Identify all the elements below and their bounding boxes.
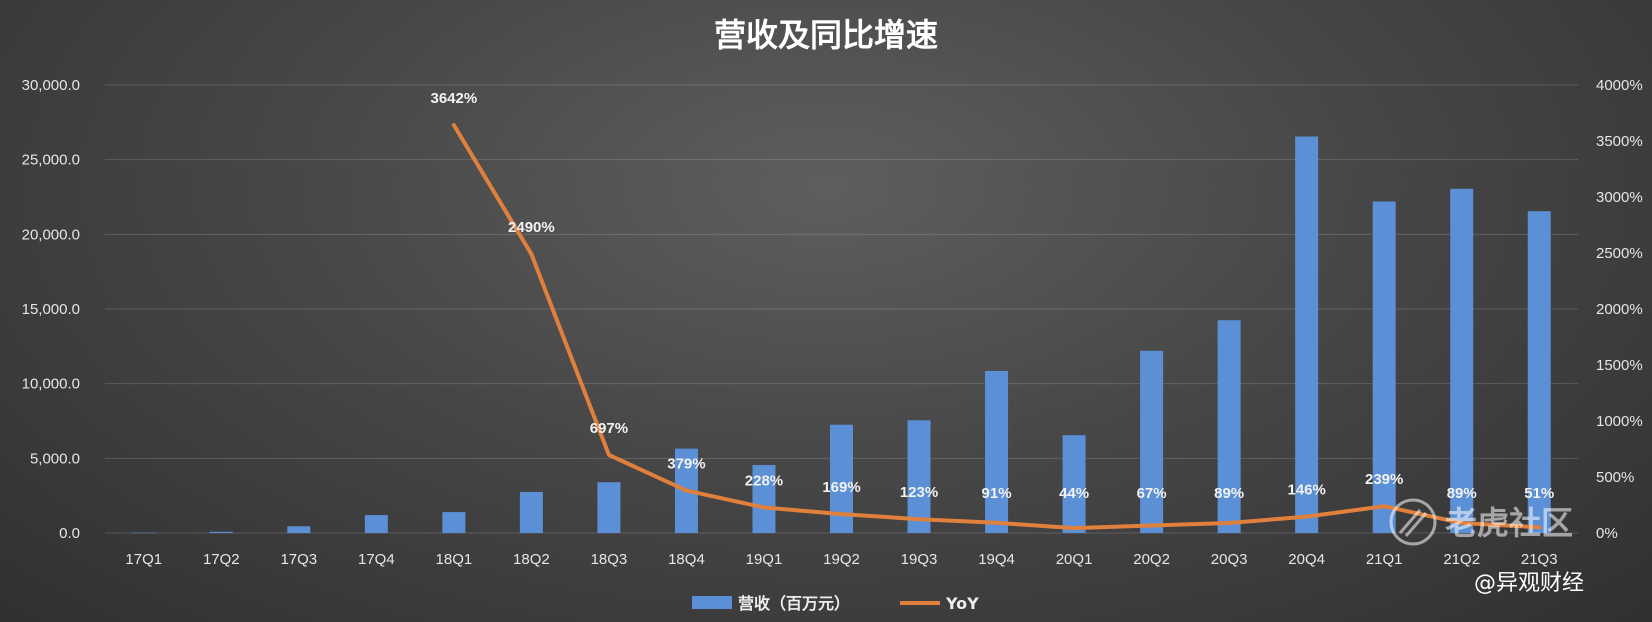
revenue-bar xyxy=(287,526,311,533)
right-tick-label: 2000% xyxy=(1596,301,1643,318)
yoy-data-label: 697% xyxy=(590,420,628,437)
revenue-bar xyxy=(519,491,543,533)
revenue-bar xyxy=(1527,211,1551,534)
revenue-bar xyxy=(830,424,853,533)
right-axis-ticks: 0% 500% 1000% 1500% 2000% 2500% 3000% 3500% 4000… xyxy=(1596,77,1643,542)
yoy-data-label: 51% xyxy=(1524,485,1554,502)
watermark: 老虎社区 @异观财经 xyxy=(1389,498,1584,596)
right-tick-label: 4000% xyxy=(1596,77,1643,94)
left-tick-label: 20,000.0 xyxy=(22,226,80,243)
yoy-data-labels: 3642% 2490% 697% 379% 228% 169% 123% 91% 44% 67% 8… xyxy=(431,90,1555,502)
x-tick-label: 20Q1 xyxy=(1056,551,1093,568)
x-axis-ticks: 17Q1 17Q2 17Q3 17Q4 18Q1 18Q2 18Q3 18Q4 19Q1 19Q2… xyxy=(125,551,1557,568)
watermark-text: 老虎社区 xyxy=(1445,504,1573,542)
x-tick-label: 17Q2 xyxy=(203,551,240,568)
legend-label-yoy: YoY xyxy=(945,594,979,613)
chart-title: 营收及同比增速 xyxy=(714,16,938,54)
x-tick-label: 21Q1 xyxy=(1366,551,1403,568)
yoy-data-label: 146% xyxy=(1287,482,1325,499)
yoy-data-label: 89% xyxy=(1447,485,1477,502)
left-tick-label: 0.0 xyxy=(59,525,80,542)
revenue-bar xyxy=(209,531,233,533)
x-tick-label: 18Q3 xyxy=(591,551,628,568)
yoy-data-label: 44% xyxy=(1059,485,1089,502)
revenue-bar xyxy=(1217,320,1241,533)
revenue-bar xyxy=(1372,201,1396,534)
left-tick-label: 30,000.0 xyxy=(22,77,80,94)
x-tick-label: 19Q1 xyxy=(746,551,783,568)
revenue-bar xyxy=(1140,350,1164,533)
yoy-line xyxy=(451,123,1542,531)
left-tick-label: 25,000.0 xyxy=(22,152,80,169)
left-tick-label: 5,000.0 xyxy=(30,450,80,467)
left-axis-ticks: 0.0 5,000.0 10,000.0 15,000.0 20,000.0 25,000… xyxy=(22,77,80,542)
grid-lines xyxy=(105,84,1578,534)
x-tick-label: 17Q4 xyxy=(358,551,395,568)
revenue-bar xyxy=(752,465,776,533)
x-tick-label: 21Q3 xyxy=(1521,551,1558,568)
yoy-line-layer xyxy=(451,123,1542,531)
right-tick-label: 1500% xyxy=(1596,357,1643,374)
tiger-logo-icon xyxy=(1389,498,1437,546)
x-tick-label: 17Q3 xyxy=(280,551,317,568)
right-tick-label: 3000% xyxy=(1596,189,1643,206)
right-tick-label: 500% xyxy=(1596,469,1634,486)
yoy-data-label: 169% xyxy=(822,479,860,496)
x-tick-label: 21Q2 xyxy=(1443,551,1480,568)
yoy-data-label: 3642% xyxy=(431,90,478,107)
revenue-bar xyxy=(907,420,931,533)
x-tick-label: 19Q2 xyxy=(823,551,860,568)
x-tick-label: 19Q3 xyxy=(901,551,938,568)
revenue-bar xyxy=(1062,435,1086,533)
yoy-data-label: 379% xyxy=(667,456,705,473)
revenue-bar xyxy=(597,482,621,533)
legend: 营收（百万元） YoY xyxy=(692,594,979,613)
yoy-data-label: 123% xyxy=(900,484,938,501)
x-tick-label: 18Q1 xyxy=(436,551,473,568)
yoy-data-label: 91% xyxy=(982,485,1012,502)
right-tick-label: 2500% xyxy=(1596,245,1643,262)
right-tick-label: 1000% xyxy=(1596,413,1643,430)
right-tick-label: 0% xyxy=(1596,525,1618,542)
x-tick-label: 18Q2 xyxy=(513,551,550,568)
x-tick-label: 20Q3 xyxy=(1211,551,1248,568)
x-tick-label: 18Q4 xyxy=(668,551,705,568)
revenue-bar xyxy=(442,512,466,533)
yoy-data-label: 89% xyxy=(1214,485,1244,502)
revenue-bars xyxy=(132,136,1551,534)
legend-label-revenue: 营收（百万元） xyxy=(738,594,850,613)
revenue-bar xyxy=(364,515,388,533)
revenue-bar xyxy=(985,370,1009,533)
revenue-bar xyxy=(1295,136,1319,533)
watermark-credit: @异观财经 xyxy=(1474,571,1584,596)
revenue-bar xyxy=(132,532,156,534)
x-tick-label: 17Q1 xyxy=(125,551,162,568)
legend-swatch-revenue xyxy=(692,596,732,609)
revenue-bar xyxy=(1450,188,1474,533)
right-tick-label: 3500% xyxy=(1596,133,1643,150)
left-tick-label: 15,000.0 xyxy=(22,301,80,318)
x-tick-label: 19Q4 xyxy=(978,551,1015,568)
yoy-data-label: 2490% xyxy=(508,219,555,236)
yoy-data-label: 228% xyxy=(745,472,783,489)
left-tick-label: 10,000.0 xyxy=(22,376,80,393)
yoy-data-label: 239% xyxy=(1365,471,1403,488)
x-tick-label: 20Q2 xyxy=(1133,551,1170,568)
x-tick-label: 20Q4 xyxy=(1288,551,1325,568)
yoy-data-label: 67% xyxy=(1137,485,1167,502)
